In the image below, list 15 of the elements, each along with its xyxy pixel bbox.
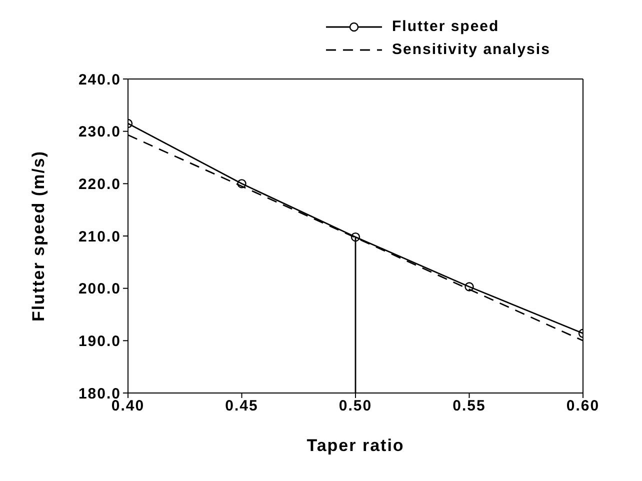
x-tick-label: 0.55 [452, 398, 486, 415]
x-tick-label: 0.40 [111, 398, 145, 415]
y-tick-label: 210.0 [78, 228, 121, 246]
y-tick-label: 200.0 [78, 280, 121, 298]
x-axis-title: Taper ratio [306, 436, 404, 455]
y-tick-label: 240.0 [78, 71, 121, 88]
x-tick-label: 0.45 [225, 398, 258, 415]
x-tick-label: 0.60 [566, 398, 600, 415]
y-tick-label: 230.0 [78, 124, 121, 141]
y-tick-label: 190.0 [78, 332, 121, 350]
legend-label: Sensitivity analysis [392, 41, 550, 58]
legend-label: Flutter speed [392, 18, 500, 35]
x-tick-label: 0.50 [338, 398, 372, 415]
y-tick-label: 220.0 [78, 176, 121, 193]
y-axis-title: Flutter speed (m/s) [29, 150, 48, 322]
